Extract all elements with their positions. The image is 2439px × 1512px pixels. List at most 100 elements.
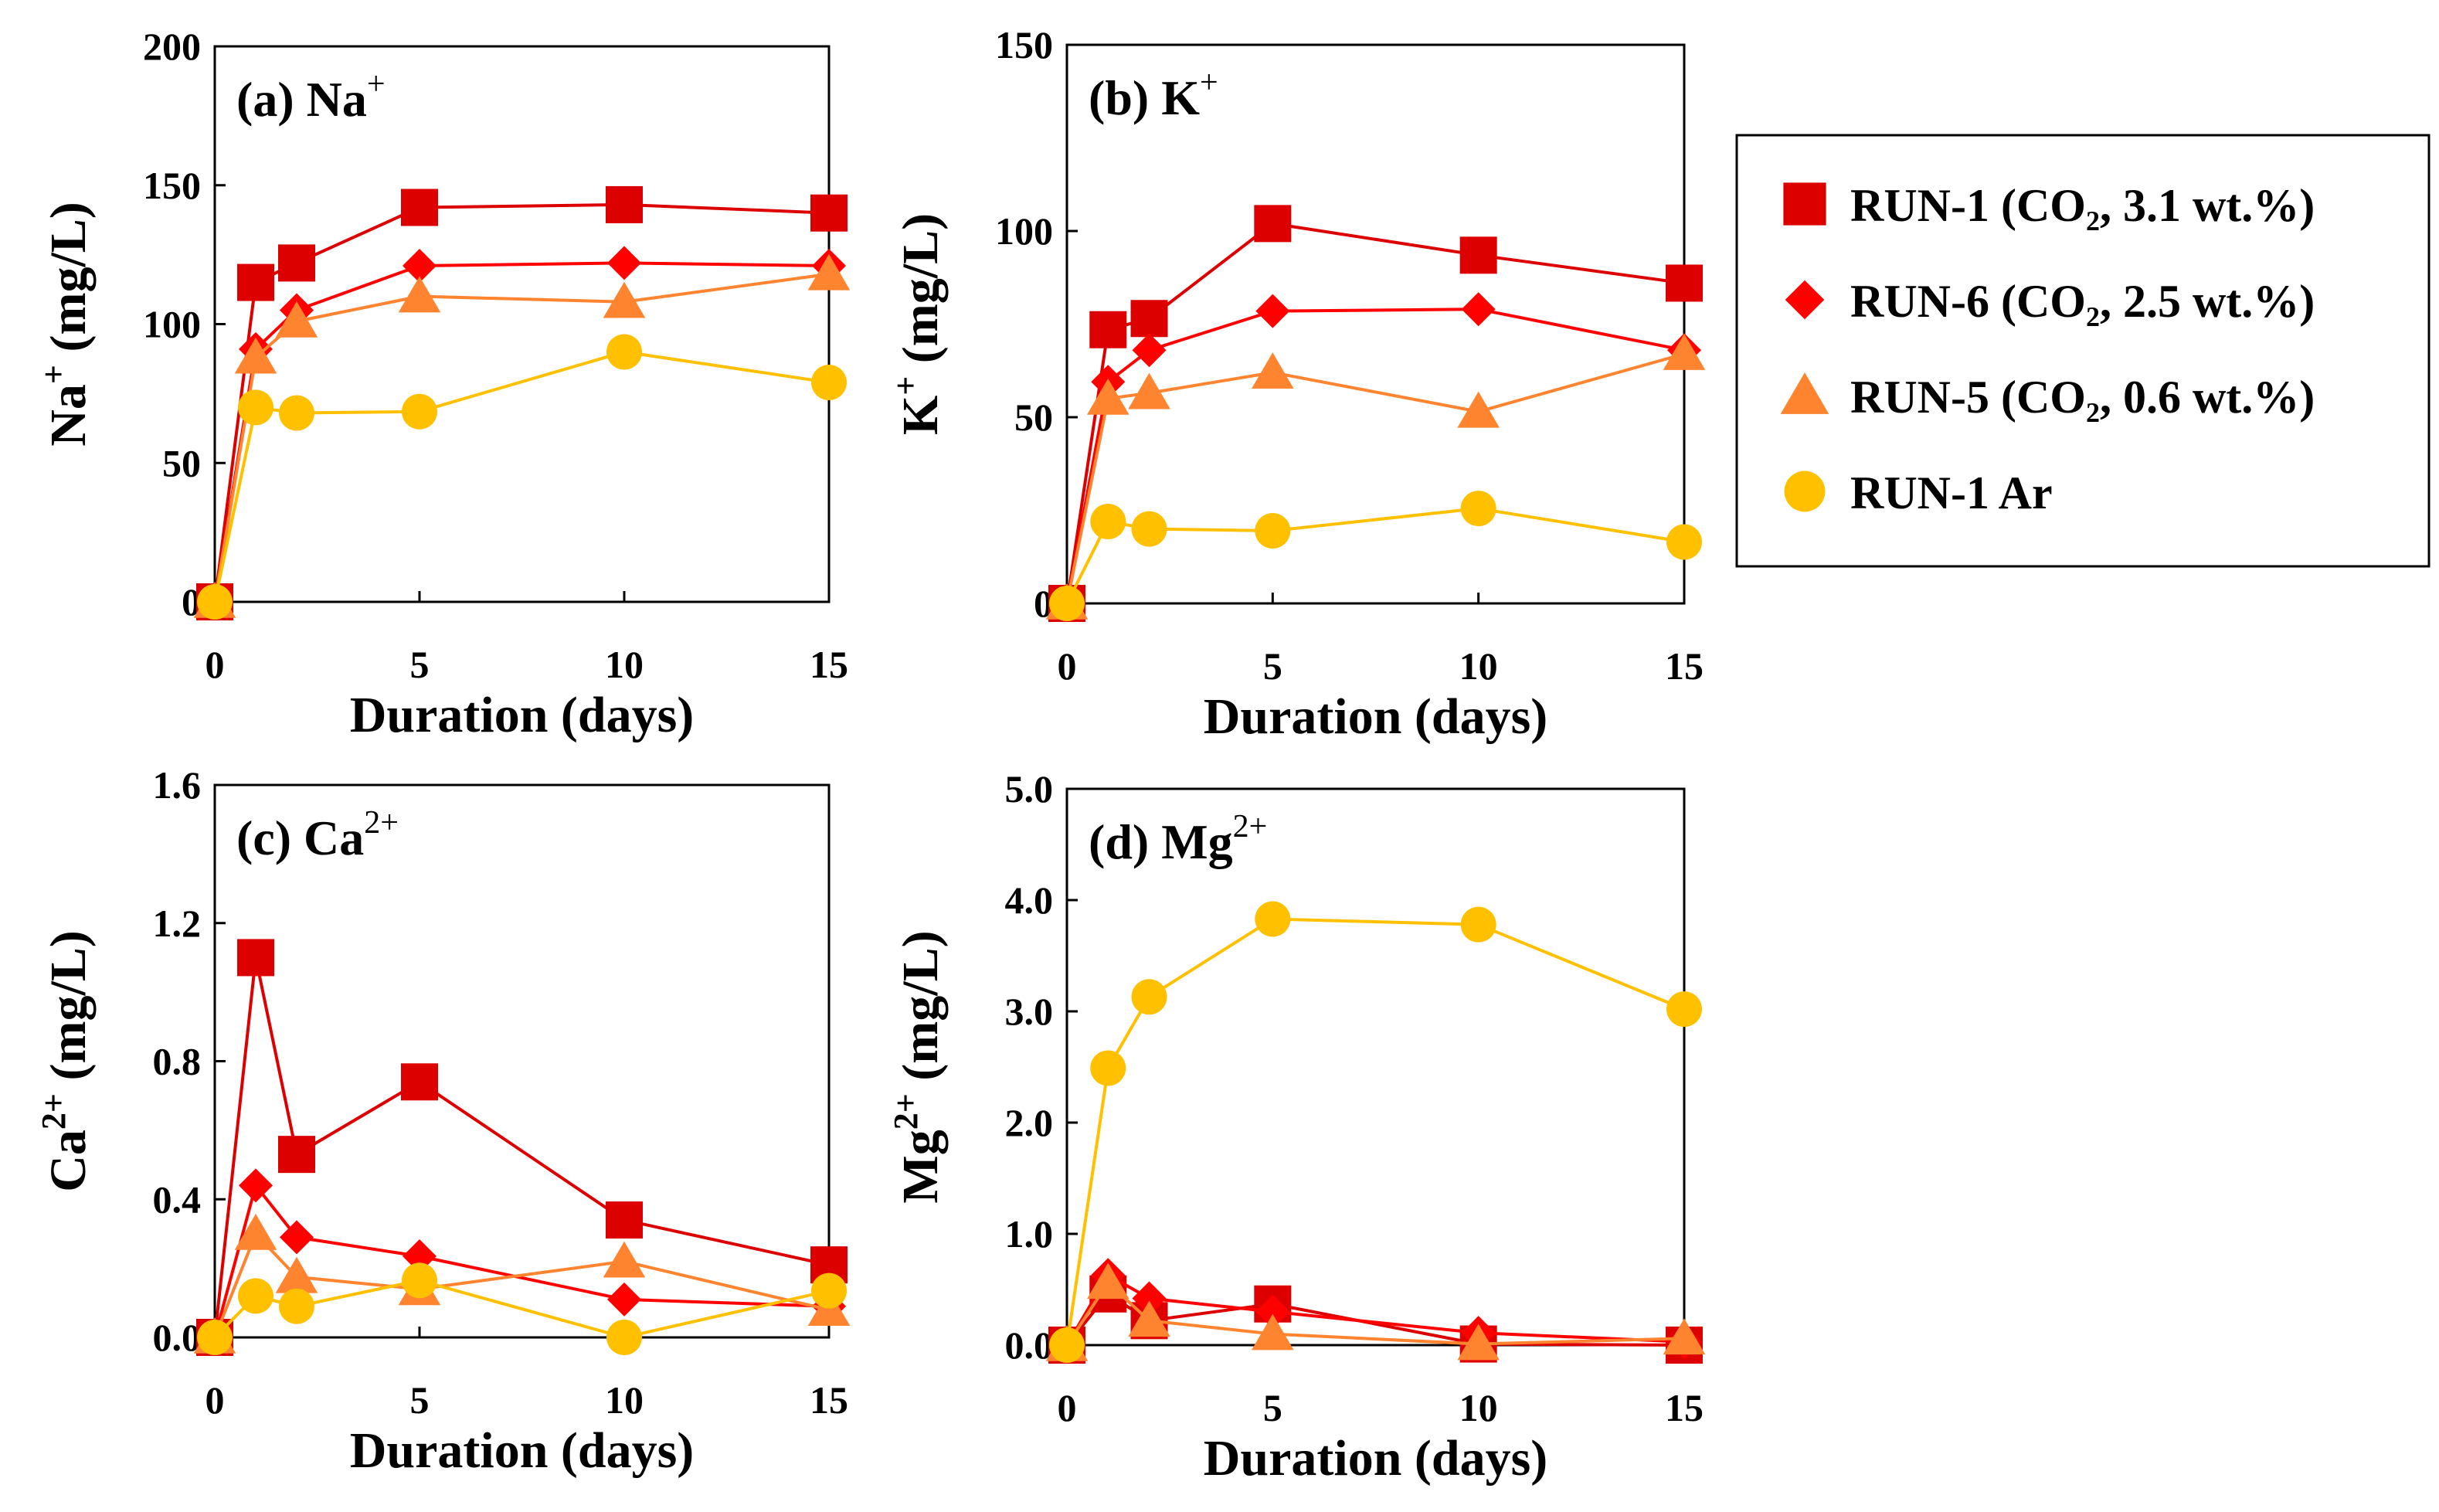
series-run-6 xyxy=(1050,292,1701,620)
data-point xyxy=(1132,1281,1167,1316)
data-point xyxy=(1131,979,1167,1015)
y-axis-label-ion: K xyxy=(892,396,949,435)
data-point xyxy=(1663,334,1706,370)
data-point xyxy=(403,1238,437,1273)
legend-label: RUN-1 (CO₂, 3.1 wt.%) xyxy=(1850,180,2315,231)
y-tick-label: 2.0 xyxy=(1005,1101,1054,1144)
series-run-1-ar xyxy=(1049,901,1702,1363)
data-point xyxy=(811,364,847,400)
series-run-5 xyxy=(1045,1262,1706,1361)
x-tick-label: 10 xyxy=(605,1378,644,1422)
series-line xyxy=(1065,917,1685,1346)
panel-title-charge: + xyxy=(1200,65,1218,100)
data-point xyxy=(1460,906,1496,943)
legend-label: RUN-1 Ar xyxy=(1850,467,2053,518)
data-point xyxy=(238,389,273,426)
series-line xyxy=(213,1231,830,1338)
data-point xyxy=(401,189,438,226)
series-run-1 xyxy=(1048,205,1703,622)
data-point xyxy=(239,1168,273,1203)
data-point xyxy=(280,1220,314,1255)
y-axis-label-unit: (mg/L) xyxy=(40,202,97,365)
y-tick-label: 0.8 xyxy=(153,1040,202,1083)
data-point xyxy=(278,244,315,282)
y-axis-label-unit: (mg/L) xyxy=(892,930,949,1093)
data-point xyxy=(807,253,851,291)
data-point xyxy=(279,1288,314,1324)
x-tick-label: 10 xyxy=(605,643,644,686)
x-tick-label: 15 xyxy=(1665,644,1704,688)
data-point xyxy=(1457,391,1500,428)
y-tick-label: 3.0 xyxy=(1005,990,1054,1033)
y-axis-label: Ca2+ (mg/L) xyxy=(35,930,97,1192)
x-tick-label: 5 xyxy=(410,643,430,686)
data-point xyxy=(1461,292,1496,327)
data-point xyxy=(1255,513,1291,549)
x-tick-label: 15 xyxy=(1665,1386,1704,1429)
data-point xyxy=(607,246,641,280)
data-point xyxy=(1252,1313,1294,1351)
y-axis-label-charge: 2+ xyxy=(887,1093,925,1130)
x-tick-label: 5 xyxy=(1263,1386,1282,1429)
data-point xyxy=(279,395,314,431)
data-point xyxy=(1131,511,1167,547)
panel-title-charge: 2+ xyxy=(1233,809,1268,844)
x-tick-label: 0 xyxy=(206,1378,225,1422)
y-tick-label: 4.0 xyxy=(1005,878,1054,922)
panel-title-charge: 2+ xyxy=(364,805,399,841)
data-point xyxy=(1128,1300,1170,1337)
y-axis-label-unit: (mg/L) xyxy=(892,213,949,376)
plot-frame xyxy=(1065,43,1686,605)
y-axis-label-charge: 2+ xyxy=(35,1093,73,1130)
legend-marker-circle xyxy=(1784,471,1826,512)
y-axis-label-ion: Mg xyxy=(892,1130,949,1203)
y-tick-label: 150 xyxy=(143,164,201,207)
y-axis-label: K+ (mg/L) xyxy=(887,213,949,435)
legend-marker-square xyxy=(1783,182,1826,226)
x-tick-label: 10 xyxy=(1459,644,1498,688)
data-point xyxy=(606,334,642,370)
x-tick-label: 0 xyxy=(206,643,225,686)
x-tick-label: 15 xyxy=(810,1378,848,1422)
data-point xyxy=(403,249,437,284)
data-point xyxy=(234,1213,277,1250)
plot-frame xyxy=(213,783,831,1339)
panel-title-text: (c) Ca xyxy=(236,810,364,865)
y-axis-label: Mg2+ (mg/L) xyxy=(887,930,949,1203)
series-run-1-ar xyxy=(197,334,847,620)
data-point xyxy=(275,301,318,338)
data-point xyxy=(402,393,437,430)
data-point xyxy=(1663,1318,1706,1355)
data-point xyxy=(1459,236,1497,274)
y-axis-label-unit: (mg/L) xyxy=(40,930,97,1093)
panel-title-text: (a) Na xyxy=(236,72,367,127)
panel-title: (c) Ca2+ xyxy=(236,805,399,865)
y-tick-label: 5.0 xyxy=(1005,767,1054,810)
series-line xyxy=(1065,307,1685,604)
x-axis-label: Duration (days) xyxy=(1204,1430,1548,1487)
y-tick-label: 0.0 xyxy=(1005,1323,1054,1367)
data-point xyxy=(238,1278,273,1314)
data-point xyxy=(237,939,274,977)
data-point xyxy=(197,1320,233,1355)
data-point xyxy=(1128,372,1170,409)
x-tick-label: 5 xyxy=(1263,644,1282,688)
data-point xyxy=(1666,991,1702,1028)
data-point xyxy=(810,194,848,232)
data-point xyxy=(402,1262,437,1299)
legend-frame xyxy=(1735,134,2431,568)
x-tick-label: 15 xyxy=(810,643,848,686)
y-tick-label: 50 xyxy=(162,441,201,484)
panel-title: (b) K+ xyxy=(1089,65,1218,125)
x-tick-label: 0 xyxy=(1058,644,1077,688)
data-point xyxy=(398,276,441,313)
series-run-6 xyxy=(198,246,846,619)
data-point xyxy=(1255,1294,1290,1329)
series-run-1-ar xyxy=(1049,491,1702,621)
data-point xyxy=(1049,1327,1085,1363)
panel-d: 0.0 1.0 2.0 3.0 4.0 5.0 0 5 10 15 Duration (days) M… xyxy=(887,767,1706,1487)
data-point xyxy=(607,1282,641,1317)
data-point xyxy=(1254,205,1292,243)
